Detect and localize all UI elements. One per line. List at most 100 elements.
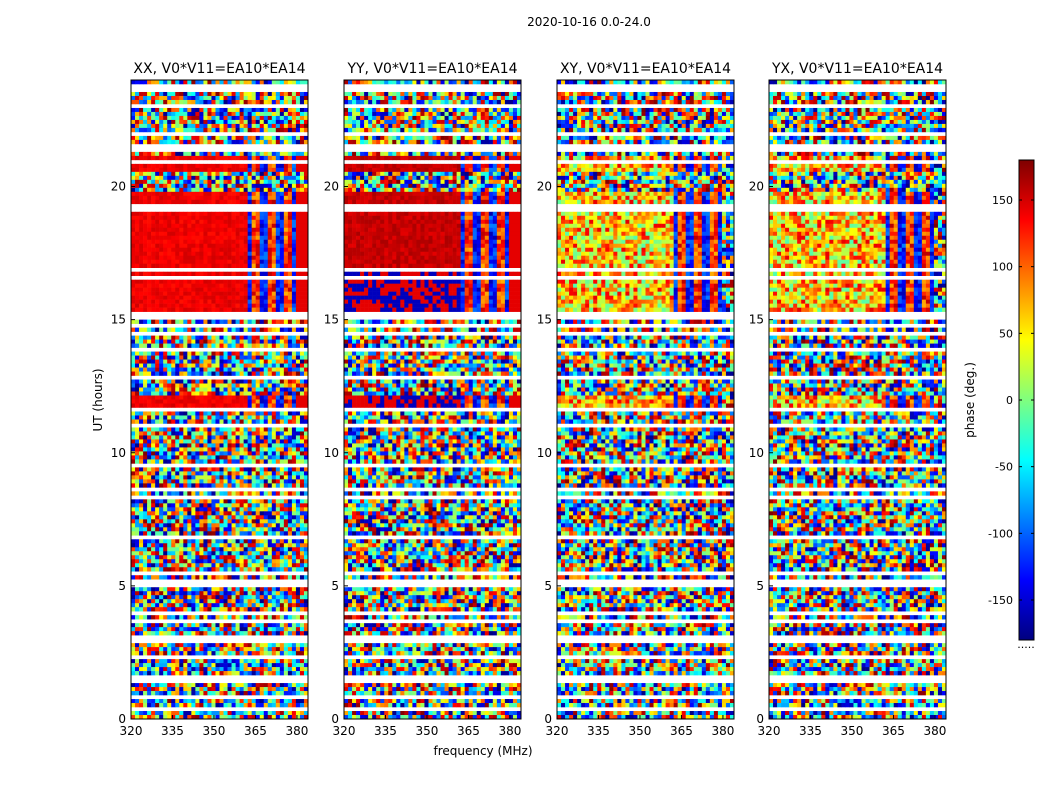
- heatmap-cell: [135, 216, 139, 220]
- heatmap-cell: [167, 248, 171, 252]
- heatmap-cell: [191, 120, 195, 124]
- heatmap-cell: [207, 124, 211, 128]
- heatmap-cell: [147, 244, 151, 248]
- heatmap-cell: [244, 180, 248, 184]
- heatmap-cell: [260, 136, 264, 140]
- heatmap-cell: [264, 264, 268, 268]
- heatmap-cell: [236, 272, 240, 276]
- heatmap-cell: [228, 240, 232, 244]
- heatmap-cell: [248, 152, 252, 156]
- heatmap-cell: [143, 240, 147, 244]
- heatmap-cell: [187, 260, 191, 264]
- heatmap-cell: [131, 96, 135, 100]
- heatmap-cell: [292, 220, 296, 224]
- heatmap-cell: [187, 136, 191, 140]
- heatmap-cell: [215, 256, 219, 260]
- heatmap-cell: [264, 92, 268, 96]
- heatmap-cell: [191, 172, 195, 176]
- heatmap-cell: [203, 192, 207, 196]
- heatmap-cell: [159, 96, 163, 100]
- heatmap-cell: [288, 244, 292, 248]
- heatmap-cell: [248, 192, 252, 196]
- heatmap-cell: [135, 140, 139, 144]
- heatmap-cell: [155, 212, 159, 216]
- heatmap-cell: [199, 80, 203, 84]
- heatmap-cell: [272, 236, 276, 240]
- heatmap-cell: [147, 228, 151, 232]
- heatmap-cell: [244, 168, 248, 172]
- heatmap-cell: [240, 244, 244, 248]
- heatmap-cell: [151, 256, 155, 260]
- heatmap-cell: [248, 228, 252, 232]
- heatmap-cell: [256, 100, 260, 104]
- heatmap-cell: [256, 128, 260, 132]
- heatmap-cell: [248, 180, 252, 184]
- heatmap-cell: [280, 96, 284, 100]
- heatmap-cell: [175, 128, 179, 132]
- heatmap-cell: [187, 224, 191, 228]
- heatmap-cell: [167, 124, 171, 128]
- heatmap-cell: [228, 228, 232, 232]
- heatmap-cell: [228, 96, 232, 100]
- heatmap-cell: [163, 156, 167, 160]
- heatmap-cell: [236, 152, 240, 156]
- heatmap-cell: [159, 124, 163, 128]
- heatmap-cell: [183, 128, 187, 132]
- heatmap-cell: [147, 272, 151, 276]
- heatmap-cell: [236, 260, 240, 264]
- heatmap-cell: [228, 252, 232, 256]
- heatmap-cell: [228, 188, 232, 192]
- heatmap-cell: [187, 232, 191, 236]
- heatmap-cell: [215, 164, 219, 168]
- heatmap-cell: [224, 260, 228, 264]
- heatmap-cell: [155, 124, 159, 128]
- heatmap-cell: [272, 180, 276, 184]
- heatmap-cell: [215, 252, 219, 256]
- heatmap-cell: [195, 280, 199, 284]
- heatmap-cell: [167, 108, 171, 112]
- heatmap-cell: [248, 168, 252, 172]
- heatmap-cell: [288, 264, 292, 268]
- heatmap-cell: [276, 188, 280, 192]
- heatmap-cell: [155, 224, 159, 228]
- heatmap-cell: [224, 168, 228, 172]
- heatmap-cell: [139, 236, 143, 240]
- heatmap-cell: [203, 244, 207, 248]
- heatmap-cell: [195, 140, 199, 144]
- heatmap-cell: [264, 168, 268, 172]
- heatmap-cell: [248, 224, 252, 228]
- heatmap-cell: [292, 116, 296, 120]
- heatmap-cell: [215, 196, 219, 200]
- heatmap-cell: [220, 212, 224, 216]
- heatmap-cell: [248, 220, 252, 224]
- heatmap-cell: [276, 248, 280, 252]
- heatmap-cell: [147, 280, 151, 284]
- heatmap-cell: [199, 260, 203, 264]
- heatmap-cell: [244, 124, 248, 128]
- heatmap-cell: [272, 116, 276, 120]
- heatmap-cell: [203, 220, 207, 224]
- heatmap-cell: [288, 152, 292, 156]
- heatmap-cell: [163, 124, 167, 128]
- heatmap-cell: [248, 184, 252, 188]
- heatmap-cell: [139, 156, 143, 160]
- heatmap-cell: [280, 108, 284, 112]
- heatmap-cell: [151, 192, 155, 196]
- heatmap-cell: [256, 136, 260, 140]
- heatmap-cell: [195, 192, 199, 196]
- heatmap-cell: [276, 252, 280, 256]
- heatmap-cell: [244, 192, 248, 196]
- heatmap-cell: [203, 260, 207, 264]
- heatmap-cell: [256, 212, 260, 216]
- heatmap-cell: [220, 80, 224, 84]
- heatmap-cell: [284, 120, 288, 124]
- heatmap-cell: [159, 128, 163, 132]
- heatmap-cell: [211, 248, 215, 252]
- heatmap-cell: [175, 180, 179, 184]
- heatmap-cell: [199, 184, 203, 188]
- heatmap-cell: [135, 236, 139, 240]
- heatmap-cell: [244, 240, 248, 244]
- heatmap-cell: [195, 220, 199, 224]
- heatmap-cell: [175, 100, 179, 104]
- heatmap-cell: [236, 256, 240, 260]
